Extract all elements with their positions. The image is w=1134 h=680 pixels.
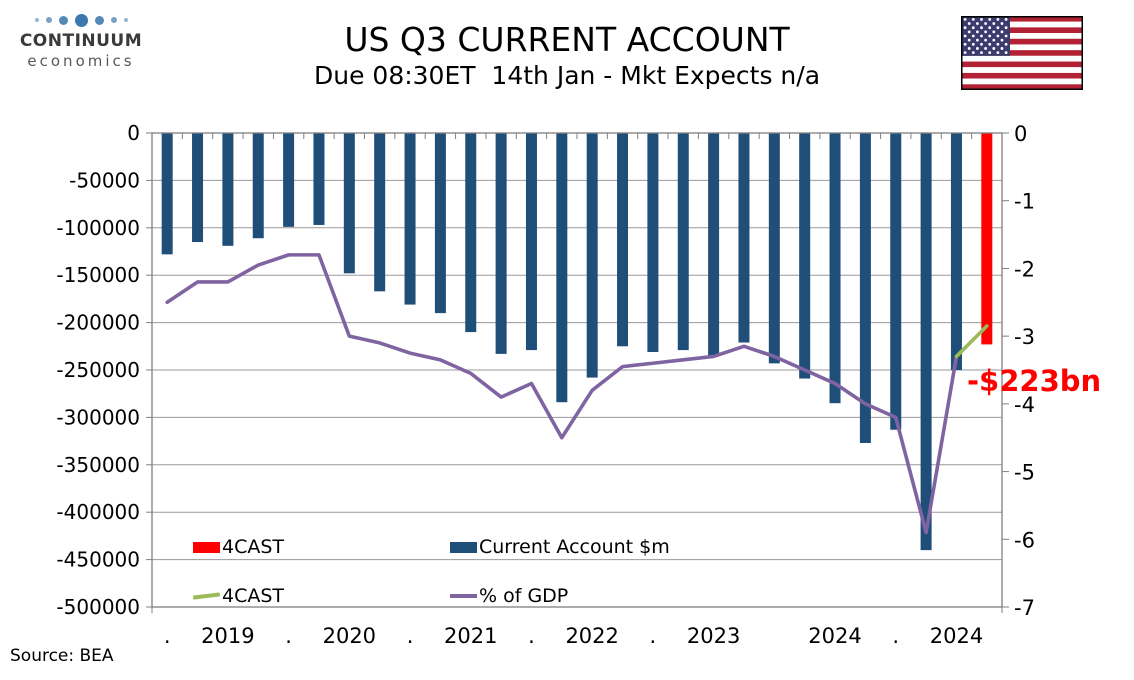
current-account-bar [495,133,507,354]
left-axis-tick-label: -50000 [69,168,140,192]
right-axis-tick-label: 0 [1014,122,1027,146]
current-account-bar [343,133,355,274]
x-axis-tick-label: 2024 [930,624,983,648]
legend-label: 4CAST [222,585,285,607]
current-account-bar [222,133,234,246]
x-axis-tick-label: . [285,624,292,648]
us-flag-icon [961,16,1083,90]
legend-label: % of GDP [479,585,569,607]
right-axis-tick-label: -1 [1014,190,1035,214]
forecast-gdp-line [954,324,989,359]
current-account-bar [890,133,902,430]
x-axis-tick-label: . [164,624,171,648]
pct-gdp-line [165,253,959,535]
current-account-bar [283,133,295,227]
x-axis-tick-label: . [650,624,657,648]
current-account-bar [192,133,204,243]
right-axis-tick-label: -4 [1014,393,1035,417]
legend-item-pct-gdp: % of GDP [450,585,568,607]
left-axis-tick-label: 0 [127,121,140,145]
page-subtitle: Due 08:30ET 14th Jan - Mkt Expects n/a [313,60,821,90]
left-axis-tick-label: -450000 [56,548,140,572]
logo-dots-icon [16,12,146,28]
continuum-logo: CONTINUUM economics [16,12,146,70]
left-axis-tick-label: -200000 [56,311,140,335]
forecast-value-annotation: -$223bn [967,364,1102,398]
current-account-bar [374,133,386,292]
logo-wordmark: CONTINUUM [19,31,143,51]
legend-item-4cast-line: 4CAST [192,585,285,607]
right-axis-tick-label: -2 [1014,257,1035,281]
current-account-bar [586,133,598,378]
left-axis-tick-label: -400000 [56,500,140,524]
legend-item-current-account: Current Account $m [450,536,670,558]
current-account-bar [313,133,325,225]
legend-label: Current Account $m [479,536,670,558]
current-account-bar [920,133,932,551]
current-account-bar [556,133,568,403]
current-account-bar [465,133,477,333]
current-account-bar [617,133,629,347]
current-account-bar [768,133,780,364]
x-axis-tick-label: . [528,624,535,648]
legend-swatch-blue [450,541,477,553]
current-account-bar [950,133,962,370]
left-axis-tick-label: -100000 [56,216,140,240]
chart-header: US Q3 CURRENT ACCOUNT Due 08:30ET 14th J… [150,22,984,90]
source-note: Source: BEA [10,646,114,666]
forecast-bar [981,133,993,345]
current-account-bar [859,133,871,443]
left-axis-tick-label: -150000 [56,263,140,287]
current-account-bar [404,133,416,305]
x-axis-tick-label: 2020 [323,624,376,648]
current-account-bar [799,133,811,379]
current-account-bar [677,133,689,351]
current-account-bar [434,133,446,314]
right-axis-tick-label: -6 [1014,528,1035,552]
current-account-bar [647,133,659,352]
legend-swatch-purple-line [450,594,477,598]
current-account-bar [161,133,173,255]
right-axis-tick-label: -3 [1014,325,1035,349]
current-account-bar [738,133,750,343]
right-axis-tick-label: -7 [1014,596,1035,620]
legend-swatch-green-line [192,592,221,600]
left-axis-tick-label: -500000 [56,595,140,619]
x-axis-tick-label: . [407,624,414,648]
current-account-bar [525,133,537,351]
current-account-bar [708,133,720,356]
x-axis-tick-label: 2024 [808,624,861,648]
left-axis-tick-label: -250000 [56,358,140,382]
current-account-bar [252,133,264,239]
page-title: US Q3 CURRENT ACCOUNT [344,20,790,59]
x-axis-tick-label: 2023 [687,624,740,648]
x-axis-tick-label: 2022 [565,624,618,648]
current-account-bar [829,133,841,404]
x-axis-tick-label: . [892,624,899,648]
right-axis-tick-label: -5 [1014,461,1035,485]
legend-label: 4CAST [222,536,285,558]
legend-swatch-red [193,541,220,553]
logo-wordmark-sub: economics [27,52,135,70]
x-axis-tick-label: 2021 [444,624,497,648]
left-axis-tick-label: -300000 [56,405,140,429]
left-axis-tick-label: -350000 [56,453,140,477]
x-axis-tick-label: 2019 [201,624,254,648]
legend-item-4cast-bar: 4CAST [193,536,284,558]
